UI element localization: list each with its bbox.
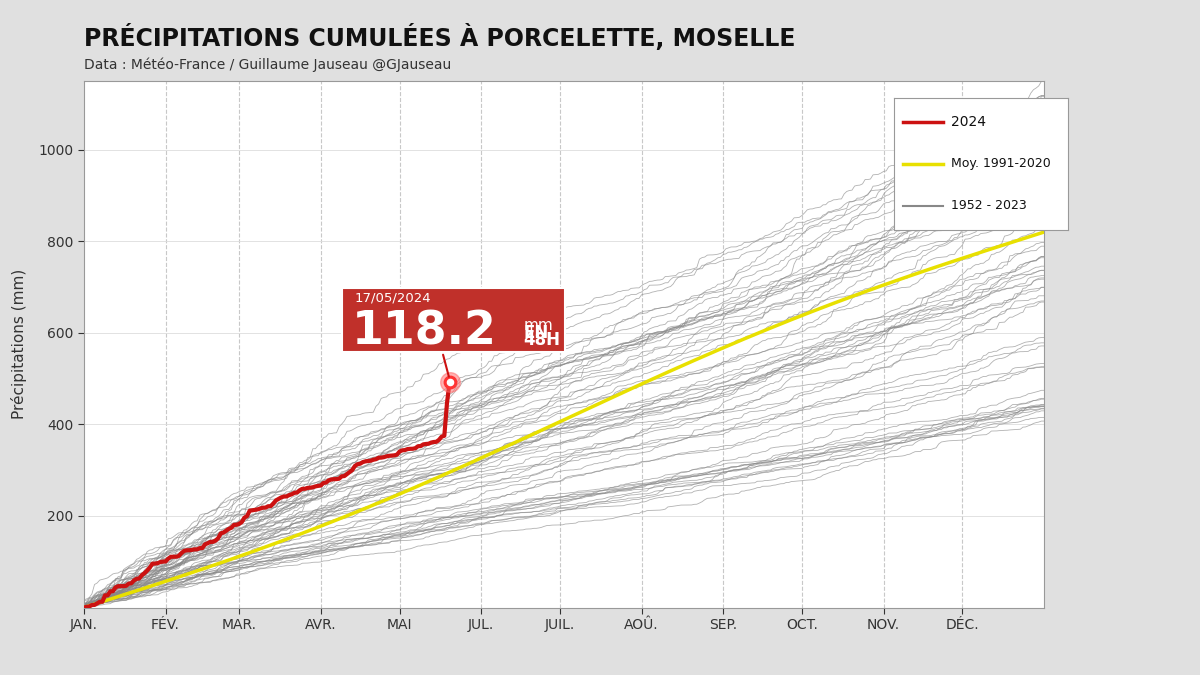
Text: EN: EN [523, 324, 548, 342]
Text: 48H: 48H [523, 331, 560, 349]
FancyBboxPatch shape [342, 288, 565, 352]
Text: Data : Météo-France / Guillaume Jauseau @GJauseau: Data : Météo-France / Guillaume Jauseau … [84, 57, 451, 72]
Text: 118.2: 118.2 [353, 309, 497, 354]
Text: 1952 - 2023: 1952 - 2023 [952, 199, 1027, 213]
Text: 17/05/2024: 17/05/2024 [355, 292, 432, 304]
Text: PRÉCIPITATIONS CUMULÉES À PORCELETTE, MOSELLE: PRÉCIPITATIONS CUMULÉES À PORCELETTE, MO… [84, 24, 796, 51]
Text: Moy. 1991-2020: Moy. 1991-2020 [952, 157, 1051, 170]
Point [440, 376, 460, 387]
Text: mm: mm [523, 318, 553, 333]
Y-axis label: Précipitations (mm): Précipitations (mm) [11, 269, 28, 419]
Text: 2024: 2024 [952, 115, 986, 128]
Point [440, 376, 460, 387]
Point [440, 376, 460, 387]
